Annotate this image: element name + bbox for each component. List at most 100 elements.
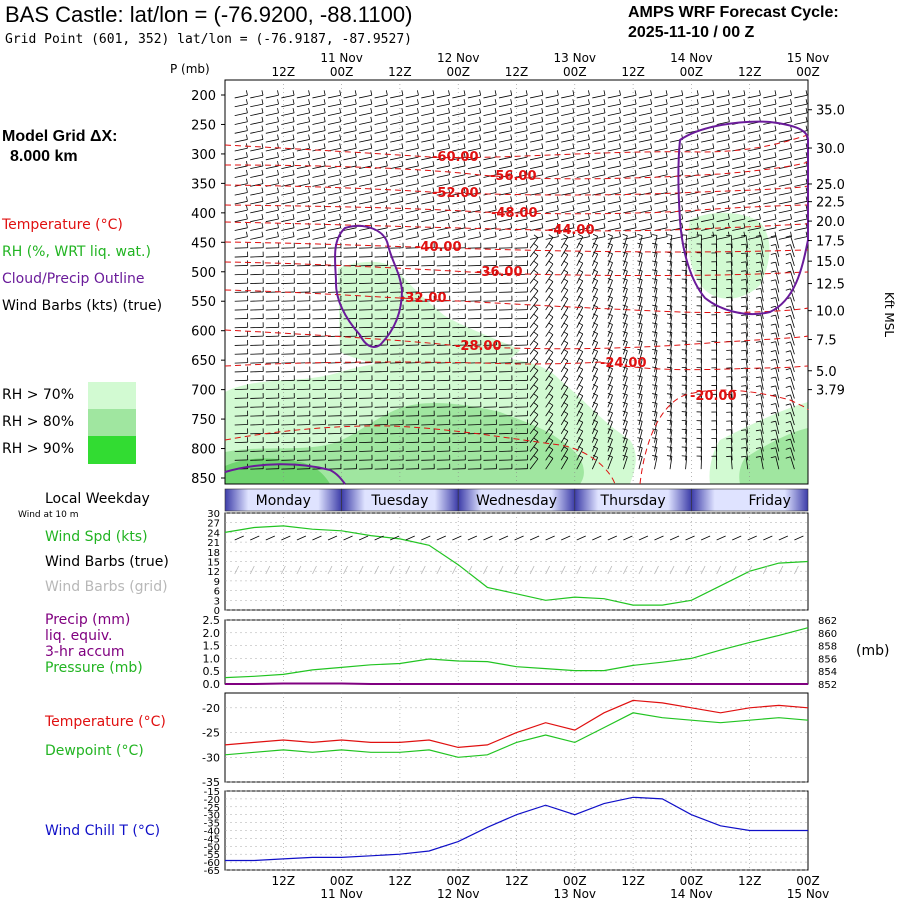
wind-barb [730, 447, 733, 461]
rh80-area-lower [225, 403, 584, 484]
wind-barb [745, 429, 749, 443]
wind-barb-flag [494, 169, 497, 175]
wind-barb [561, 209, 574, 214]
wind-barb-flag [619, 143, 621, 149]
wind-barb [732, 200, 746, 205]
wind-barb-flag [622, 393, 628, 396]
wind-barb [775, 429, 780, 443]
wind-barb [529, 423, 539, 435]
wind-barb [452, 130, 466, 134]
wind-barb [529, 272, 539, 284]
wind-barb-grid [358, 565, 364, 575]
wind-barb [545, 183, 559, 187]
wind-barb [775, 403, 780, 417]
wind-barb [483, 139, 497, 143]
wind-barb [498, 139, 512, 143]
wind-barb-flag [563, 349, 569, 353]
wind-barb [623, 121, 637, 125]
wind-barb-flag [785, 288, 791, 291]
wind-barb [794, 236, 808, 240]
wind-barb [745, 358, 749, 372]
wind-barb-flag [652, 242, 658, 245]
wind-barb-flag [548, 287, 554, 291]
wind-barb [591, 262, 599, 275]
wind-barb-grid [296, 565, 302, 575]
wind-barb-flag [622, 322, 628, 325]
wind-barb [467, 112, 481, 117]
wind-barb [685, 147, 699, 152]
wind-barb-flag [292, 90, 295, 96]
wind-barb [794, 112, 808, 117]
wind-barb-flag [479, 231, 482, 237]
panel-ytick-label: 2.0 [203, 627, 221, 640]
wind-barb [250, 218, 264, 223]
wind-barb-grid [545, 565, 551, 575]
wind-barb [760, 235, 764, 249]
wind-barb-flag [417, 125, 419, 131]
wind-barb-flag [533, 269, 539, 274]
wind-barb [265, 94, 279, 99]
wind-barb-flag [401, 152, 404, 158]
wind-barb [312, 183, 326, 187]
wind-barb-flag [637, 437, 643, 440]
wind-barb-flag [652, 304, 658, 307]
wind-barb [530, 183, 543, 187]
wind-barb [763, 192, 777, 196]
wind-barb [545, 254, 554, 267]
wind-barb-flag [637, 393, 643, 396]
wind-barb [790, 412, 795, 426]
wind-barb-flag [727, 205, 730, 211]
wind-barb-flag [774, 134, 777, 140]
wind-barb [296, 139, 310, 143]
wind-barb [623, 403, 628, 417]
wind-barb [623, 156, 637, 161]
wind-barb [730, 252, 733, 266]
wind-barb-flag [432, 125, 435, 131]
wind-barb-flag [666, 402, 672, 404]
wind-barb [296, 200, 310, 205]
wind-barb [669, 147, 683, 152]
wind-barb [732, 192, 746, 196]
wind-barb [669, 314, 673, 328]
wind-barb [669, 403, 673, 417]
wind-barb-flag [510, 231, 513, 237]
wind-barb [530, 112, 543, 117]
wind-barb-flag [770, 411, 776, 414]
wind-barb-flag [479, 116, 482, 122]
wind-barb [745, 314, 749, 328]
wind-barb [436, 200, 450, 205]
wind-barb [327, 112, 341, 117]
wind-barb-flag [637, 401, 643, 404]
wind-barb-flag [417, 116, 419, 122]
wind-barb-flag [463, 160, 466, 167]
bottom-date-label: 13 Nov [554, 887, 597, 900]
wind-barb-flag [785, 403, 791, 406]
wind-barb [745, 403, 749, 417]
wind-barb-flag [619, 231, 621, 237]
wind-barb [421, 147, 435, 152]
wind-barb-flag [463, 107, 466, 114]
wind-barb [607, 244, 613, 258]
wind-barb-flag [607, 348, 613, 352]
wind-barb [514, 218, 528, 223]
wind-barb [545, 218, 559, 223]
wind-barb-flag [308, 143, 311, 149]
wind-barb [390, 227, 403, 231]
wind-barb-flag [417, 90, 419, 96]
wind-barb-flag [370, 169, 373, 175]
wind-barb [760, 350, 764, 364]
wind-barb-flag [370, 90, 373, 96]
wind-barb [421, 218, 435, 223]
wind-barb [794, 94, 808, 99]
wind-barb-10m [234, 535, 244, 541]
wind-barb-flag [696, 178, 699, 184]
wind-barb [623, 297, 628, 311]
wind-barb-flag [385, 214, 388, 220]
wind-barb-flag [785, 235, 791, 238]
isotherm-60 [224, 134, 809, 159]
wind-barb [576, 395, 584, 408]
wind-barb [685, 314, 688, 328]
wind-barb [545, 352, 554, 364]
wind-barb-flag [479, 205, 482, 211]
wind-barb-flag [592, 419, 598, 423]
